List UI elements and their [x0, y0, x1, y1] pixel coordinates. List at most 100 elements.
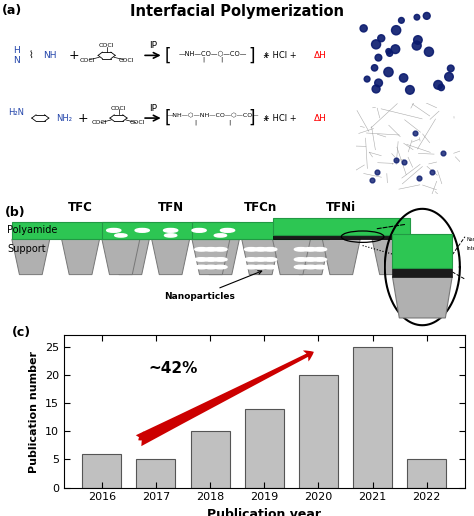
Circle shape	[313, 265, 327, 269]
Bar	[353, 347, 392, 488]
Text: COCl: COCl	[118, 58, 134, 63]
Circle shape	[164, 234, 177, 237]
Text: H₂N: H₂N	[9, 108, 25, 117]
Point	[392, 45, 399, 53]
Text: x: x	[263, 114, 267, 123]
Text: H: H	[13, 45, 20, 55]
Bar	[273, 218, 410, 235]
Polygon shape	[322, 239, 360, 275]
Point	[428, 168, 436, 176]
Circle shape	[304, 248, 317, 251]
Text: ΔH: ΔH	[313, 114, 327, 123]
Point	[386, 49, 393, 57]
Point	[406, 86, 414, 94]
Point	[414, 36, 422, 44]
Point	[438, 83, 445, 91]
Text: NH₂: NH₂	[56, 114, 72, 123]
Text: Polyamide: Polyamide	[7, 225, 57, 235]
Circle shape	[254, 248, 267, 251]
Text: [: [	[165, 109, 172, 127]
Bar	[299, 375, 338, 488]
Circle shape	[264, 248, 277, 251]
Circle shape	[214, 248, 227, 251]
Point	[385, 68, 392, 76]
Point	[371, 63, 378, 72]
Bar	[273, 235, 410, 239]
Polygon shape	[201, 239, 239, 275]
Bar	[102, 221, 239, 239]
Polygon shape	[192, 239, 230, 275]
Text: + HCl +: + HCl +	[263, 51, 296, 60]
Bar	[137, 459, 175, 488]
Point	[400, 74, 407, 82]
Text: Interfacial Polymerization: Interfacial Polymerization	[130, 4, 344, 19]
Point	[372, 85, 380, 93]
Polygon shape	[372, 239, 410, 275]
Point	[377, 34, 385, 42]
Point	[423, 12, 430, 20]
Circle shape	[245, 265, 258, 269]
Circle shape	[294, 265, 308, 269]
Text: Support: Support	[7, 245, 46, 254]
Point	[368, 175, 375, 184]
Circle shape	[107, 229, 121, 232]
Point	[411, 129, 419, 137]
Circle shape	[204, 257, 218, 261]
Point	[413, 41, 420, 50]
Polygon shape	[62, 239, 100, 275]
Circle shape	[254, 265, 267, 269]
Point	[363, 75, 371, 83]
Text: COCl: COCl	[80, 58, 95, 63]
Point	[385, 47, 392, 55]
Text: |                |: | |	[195, 120, 231, 125]
Point	[372, 40, 380, 49]
Point	[439, 149, 447, 157]
Circle shape	[214, 257, 227, 261]
Circle shape	[304, 265, 317, 269]
Text: COCl: COCl	[99, 43, 114, 48]
Point	[374, 54, 382, 62]
Text: (c): (c)	[12, 326, 31, 339]
Y-axis label: Publication number: Publication number	[29, 350, 39, 473]
Circle shape	[115, 234, 127, 237]
Text: Nanoparticles: Nanoparticles	[164, 271, 262, 301]
Text: |        |: | |	[203, 57, 223, 62]
Text: +: +	[78, 111, 88, 124]
Bar	[245, 409, 284, 488]
Point	[398, 16, 405, 24]
Point	[360, 24, 367, 33]
Point	[392, 156, 400, 164]
Text: +: +	[68, 49, 79, 62]
Text: [: [	[165, 46, 172, 64]
Text: COCl: COCl	[111, 106, 126, 111]
Text: —NH—CO—⬡—CO—: —NH—CO—⬡—CO—	[179, 50, 247, 56]
Text: TFNi: TFNi	[326, 201, 356, 214]
Text: x: x	[263, 51, 267, 60]
Point	[445, 73, 453, 81]
Text: (a): (a)	[2, 4, 23, 17]
Polygon shape	[152, 239, 190, 275]
Text: COCl: COCl	[130, 120, 146, 125]
Polygon shape	[273, 239, 310, 275]
Text: NH: NH	[43, 51, 56, 60]
Circle shape	[313, 257, 327, 261]
Circle shape	[264, 265, 277, 269]
Circle shape	[245, 248, 258, 251]
Point	[373, 168, 381, 176]
Circle shape	[294, 248, 308, 251]
Circle shape	[214, 265, 227, 269]
Point	[400, 158, 407, 166]
Bar	[392, 268, 452, 277]
Circle shape	[245, 257, 258, 261]
Circle shape	[264, 257, 277, 261]
Text: IP: IP	[149, 104, 156, 113]
X-axis label: Publication year: Publication year	[207, 508, 321, 516]
Circle shape	[135, 229, 149, 232]
Circle shape	[313, 248, 327, 251]
Bar	[407, 459, 447, 488]
Text: Nanoparticle: Nanoparticle	[467, 237, 474, 241]
Text: N: N	[13, 56, 20, 65]
Text: ]: ]	[248, 46, 255, 64]
Circle shape	[195, 257, 208, 261]
Text: ]: ]	[248, 109, 255, 127]
